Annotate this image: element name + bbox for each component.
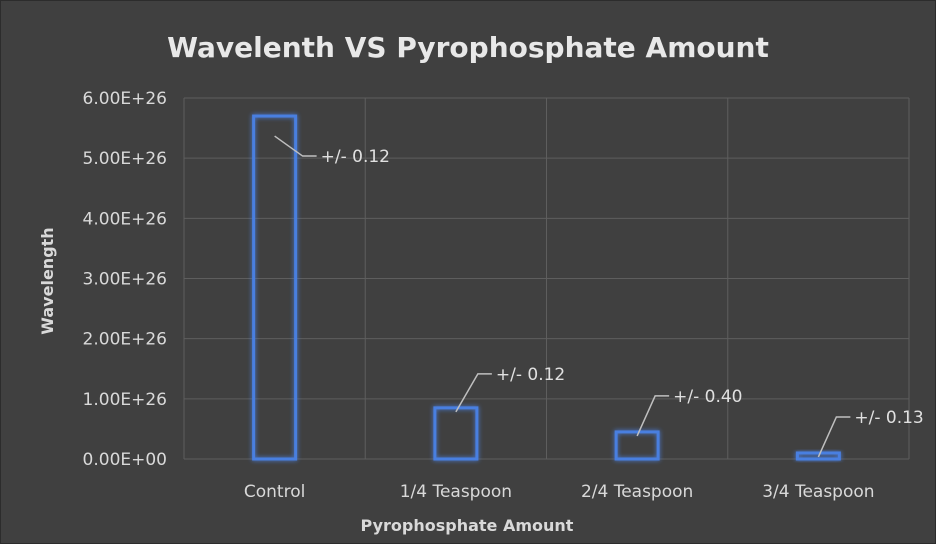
grid-lines bbox=[183, 97, 910, 460]
bar bbox=[252, 114, 298, 461]
y-tick-label: 6.00E+26 bbox=[83, 89, 167, 109]
error-leader-line bbox=[274, 135, 317, 157]
y-tick-label: 3.00E+26 bbox=[83, 270, 167, 290]
y-axis-title: Wavelength bbox=[38, 227, 57, 334]
x-tick-label: 1/4 Teaspoon bbox=[400, 482, 512, 502]
error-label: +/- 0.12 bbox=[321, 147, 390, 167]
bar bbox=[433, 406, 479, 461]
bar bbox=[795, 451, 841, 461]
x-axis-title: Pyrophosphate Amount bbox=[361, 516, 574, 535]
error-label: +/- 0.13 bbox=[854, 408, 923, 428]
error-leader-line bbox=[817, 416, 851, 458]
x-tick-label: 2/4 Teaspoon bbox=[581, 482, 693, 502]
y-tick-label: 5.00E+26 bbox=[83, 149, 167, 169]
error-leader-line bbox=[636, 395, 670, 437]
error-label: +/- 0.12 bbox=[496, 365, 565, 385]
bars: +/- 0.12 +/- 0.12 +/- 0.40 +/- 0.13 bbox=[252, 114, 924, 461]
x-tick-label: Control bbox=[244, 482, 305, 502]
x-axis-ticks: Control 1/4 Teaspoon 2/4 Teaspoon 3/4 Teasp… bbox=[244, 482, 875, 502]
y-tick-label: 1.00E+26 bbox=[83, 390, 167, 410]
y-tick-label: 0.00E+00 bbox=[83, 450, 167, 470]
y-tick-label: 2.00E+26 bbox=[83, 330, 167, 350]
bar bbox=[614, 430, 660, 461]
y-tick-label: 4.00E+26 bbox=[83, 209, 167, 229]
chart-title: Wavelenth VS Pyrophosphate Amount bbox=[167, 31, 769, 64]
y-axis-ticks: 0.00E+00 1.00E+26 2.00E+26 3.00E+26 4.00E+26… bbox=[83, 89, 167, 470]
x-tick-label: 3/4 Teaspoon bbox=[762, 482, 874, 502]
error-label: +/- 0.40 bbox=[673, 387, 742, 407]
error-leader-line bbox=[455, 373, 492, 413]
